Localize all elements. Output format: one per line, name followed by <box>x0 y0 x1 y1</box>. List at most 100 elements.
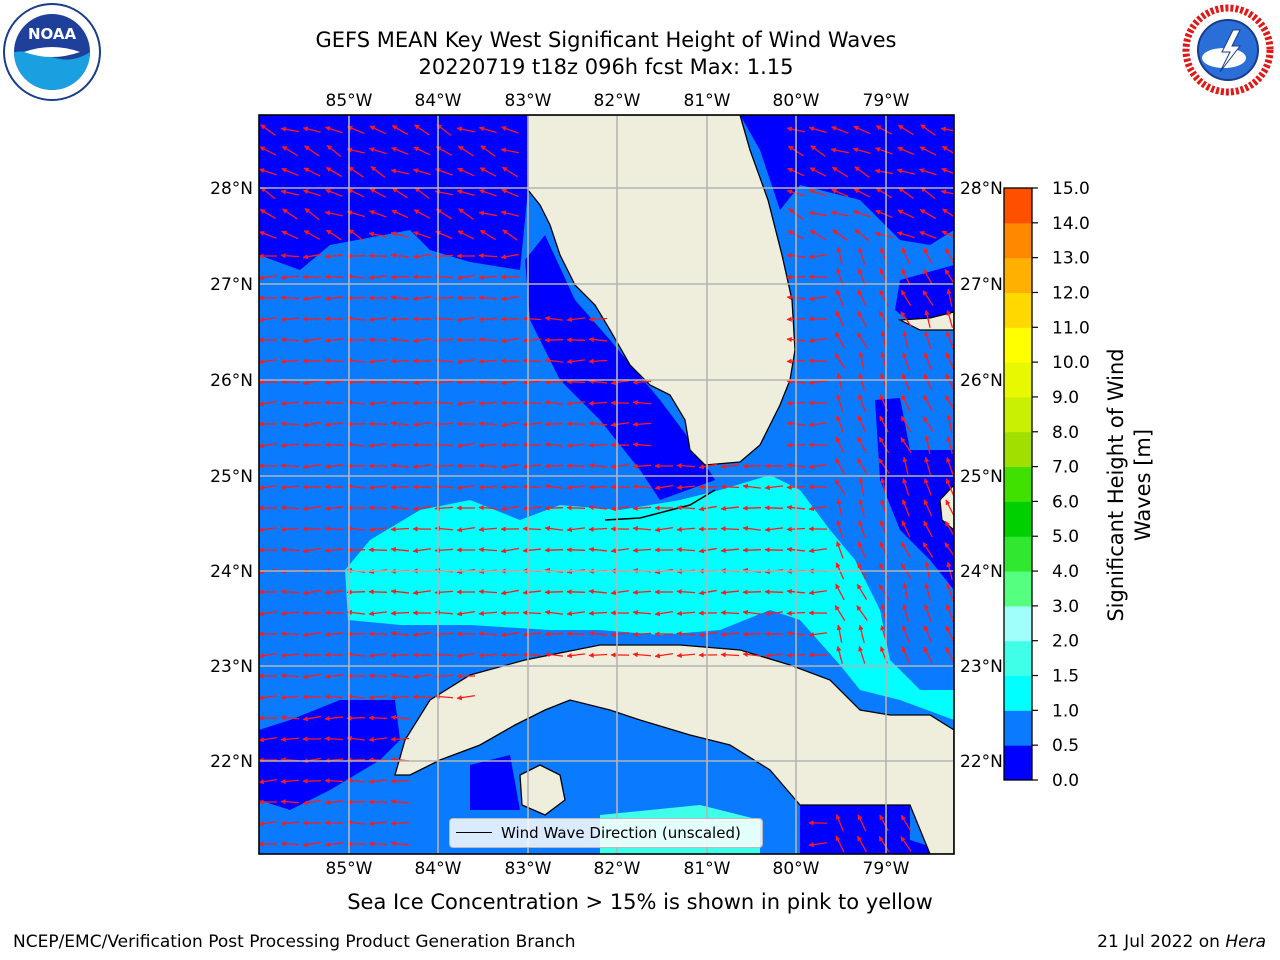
wave-direction-arrow <box>325 189 343 197</box>
wave-direction-arrow <box>302 799 321 806</box>
wave-direction-arrow <box>368 841 388 847</box>
footer-date-text: 21 Jul 2022 on <box>1097 932 1226 952</box>
lon-label-top: 84°W <box>415 91 462 111</box>
wave-direction-arrow <box>544 609 564 616</box>
lon-label-bottom: 84°W <box>415 859 462 879</box>
wave-direction-arrow <box>501 188 519 198</box>
wave-direction-arrow <box>346 841 366 847</box>
wave-direction-arrow <box>346 399 366 406</box>
wave-direction-arrow <box>260 186 276 200</box>
wave-direction-arrow <box>412 632 432 638</box>
lon-label-top: 81°W <box>684 91 731 111</box>
lat-label-left: 23°N <box>210 657 253 677</box>
wave-direction-arrow <box>944 520 954 537</box>
wave-direction-arrow <box>280 463 300 469</box>
wave-direction-arrow <box>922 290 934 306</box>
wave-direction-arrow <box>456 526 475 533</box>
wave-direction-arrow <box>435 208 452 220</box>
wave-direction-arrow <box>742 609 762 616</box>
wave-direction-arrow <box>945 478 954 496</box>
wave-direction-arrow <box>390 316 410 322</box>
wave-direction-arrow <box>302 547 321 554</box>
footer-host: Hera <box>1225 932 1266 952</box>
wave-direction-arrow <box>878 458 890 474</box>
wave-direction-arrow <box>676 631 696 637</box>
wave-direction-arrow <box>501 126 519 134</box>
wave-direction-arrow <box>836 519 844 538</box>
wave-direction-arrow <box>478 210 497 217</box>
wave-direction-arrow <box>588 610 608 616</box>
lon-label-bottom: 83°W <box>505 859 552 879</box>
colorbar-tick-label: 14.0 <box>1052 214 1090 234</box>
wave-direction-arrow <box>414 187 430 199</box>
map-frame <box>258 114 955 855</box>
wave-direction-arrow <box>924 582 931 601</box>
wave-direction-arrow <box>742 589 762 595</box>
wave-direction-arrow <box>923 394 933 412</box>
wave-direction-arrow <box>835 814 844 832</box>
wave-direction-arrow <box>324 337 344 344</box>
wave-direction-arrow <box>281 167 299 176</box>
wave-direction-arrow <box>369 125 387 135</box>
wave-direction-arrow <box>390 610 410 616</box>
wave-direction-arrow <box>280 736 300 742</box>
wave-direction-arrow <box>632 652 652 658</box>
wave-direction-arrow <box>923 373 933 391</box>
wave-direction-arrow <box>368 295 388 301</box>
wave-direction-arrow <box>324 400 344 406</box>
wave-direction-arrow <box>390 630 410 637</box>
wave-direction-arrow <box>346 631 366 637</box>
wave-direction-arrow <box>901 373 910 391</box>
wave-direction-arrow <box>390 546 410 553</box>
wave-direction-arrow <box>945 352 954 370</box>
wave-direction-arrow <box>302 253 321 260</box>
wave-direction-arrow <box>632 526 652 532</box>
wave-direction-arrow <box>941 167 954 175</box>
colorbar-segment <box>1004 292 1032 328</box>
wave-direction-arrow <box>414 124 430 136</box>
wave-direction-arrow <box>390 252 410 259</box>
wave-direction-arrow <box>720 463 740 470</box>
colorbar-tick-label: 10.0 <box>1052 353 1090 373</box>
wave-direction-arrow <box>566 610 586 617</box>
wave-direction-arrow <box>857 541 867 559</box>
colorbar-segment <box>1004 327 1032 363</box>
wave-direction-arrow <box>836 415 844 433</box>
wave-direction-arrow <box>390 672 410 679</box>
colorbar-tick-label: 6.0 <box>1052 492 1079 512</box>
wave-direction-arrow <box>946 582 954 601</box>
wave-direction-arrow <box>764 505 784 511</box>
wave-direction-arrow <box>836 498 843 517</box>
wave-direction-arrow <box>346 735 366 742</box>
wave-direction-arrow <box>326 229 342 241</box>
wave-direction-arrow <box>834 353 846 369</box>
wave-direction-arrow <box>480 145 496 157</box>
colorbar-tick-label: 13.0 <box>1052 249 1090 269</box>
wave-direction-arrow <box>368 147 387 155</box>
wave-direction-arrow <box>390 336 410 343</box>
wave-direction-arrow <box>324 715 344 722</box>
colorbar-segment <box>1004 745 1032 781</box>
wave-direction-arrow <box>500 547 519 554</box>
wave-direction-arrow <box>522 610 542 616</box>
wave-direction-arrow <box>413 209 431 219</box>
wave-direction-arrow <box>544 631 564 637</box>
wave-direction-arrow <box>348 229 364 241</box>
wave-direction-arrow <box>566 526 586 533</box>
wave-direction-arrow <box>391 147 409 155</box>
wave-direction-arrow <box>259 694 277 701</box>
lat-label-left: 27°N <box>210 275 253 295</box>
wave-direction-arrow <box>920 186 936 200</box>
wave-direction-arrow <box>897 146 915 156</box>
wave-direction-arrow <box>281 145 299 157</box>
wave-direction-arrow <box>324 379 344 386</box>
wave-direction-arrow <box>324 631 344 638</box>
colorbar-segment <box>1004 571 1032 607</box>
wave-direction-arrow <box>897 209 915 219</box>
wave-direction-arrow <box>324 274 344 280</box>
wave-direction-arrow <box>347 125 365 134</box>
wave-direction-arrow <box>858 624 865 643</box>
wave-direction-arrow <box>478 358 498 364</box>
wave-direction-arrow <box>390 358 410 364</box>
wave-direction-arrow <box>900 415 912 433</box>
